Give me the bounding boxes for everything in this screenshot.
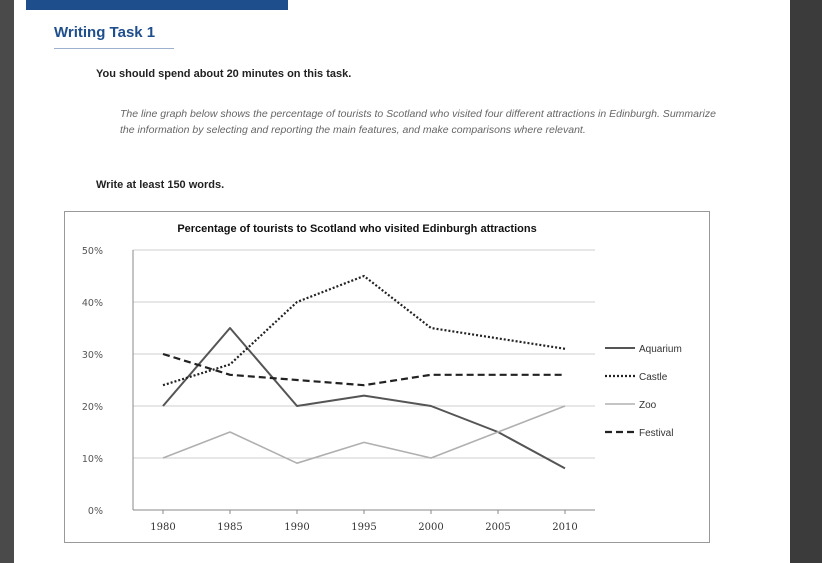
- series-line-castle: [162, 274, 566, 387]
- chart-svg: Percentage of tourists to Scotland who v…: [82, 223, 682, 533]
- y-tick-label: 30%: [82, 350, 103, 361]
- series-line-festival: [162, 352, 565, 387]
- chart-title: Percentage of tourists to Scotland who v…: [177, 223, 536, 235]
- y-tick-label: 20%: [82, 402, 103, 413]
- time-instruction: You should spend about 20 minutes on thi…: [96, 68, 352, 80]
- x-tick-label: 1990: [284, 522, 309, 533]
- x-tick-label: 2005: [485, 522, 510, 533]
- y-tick-label: 10%: [82, 454, 103, 465]
- scrollbar-area: [790, 0, 822, 563]
- word-count-instruction: Write at least 150 words.: [96, 179, 225, 191]
- legend-label-zoo: Zoo: [639, 400, 657, 411]
- series-line-aquarium: [162, 327, 566, 470]
- legend-label-castle: Castle: [639, 372, 668, 383]
- task-prompt: The line graph below shows the percentag…: [120, 108, 716, 136]
- y-tick-label: 40%: [82, 298, 103, 309]
- x-tick-label: 2000: [418, 522, 443, 533]
- header-bar: [26, 0, 288, 10]
- x-tick-label: 1995: [351, 522, 376, 533]
- legend-label-festival: Festival: [639, 428, 673, 439]
- title-underline: [54, 48, 174, 49]
- x-tick-label: 2010: [552, 522, 577, 533]
- legend-label-aquarium: Aquarium: [639, 344, 682, 355]
- document-page: Writing Task 1 You should spend about 20…: [14, 0, 790, 563]
- y-tick-label: 50%: [82, 246, 103, 257]
- x-tick-label: 1985: [217, 522, 242, 533]
- series-line-zoo: [162, 405, 566, 464]
- x-tick-label: 1980: [150, 522, 175, 533]
- line-chart: Percentage of tourists to Scotland who v…: [64, 211, 710, 543]
- y-tick-label: 0%: [88, 506, 103, 517]
- task-title: Writing Task 1: [54, 24, 156, 41]
